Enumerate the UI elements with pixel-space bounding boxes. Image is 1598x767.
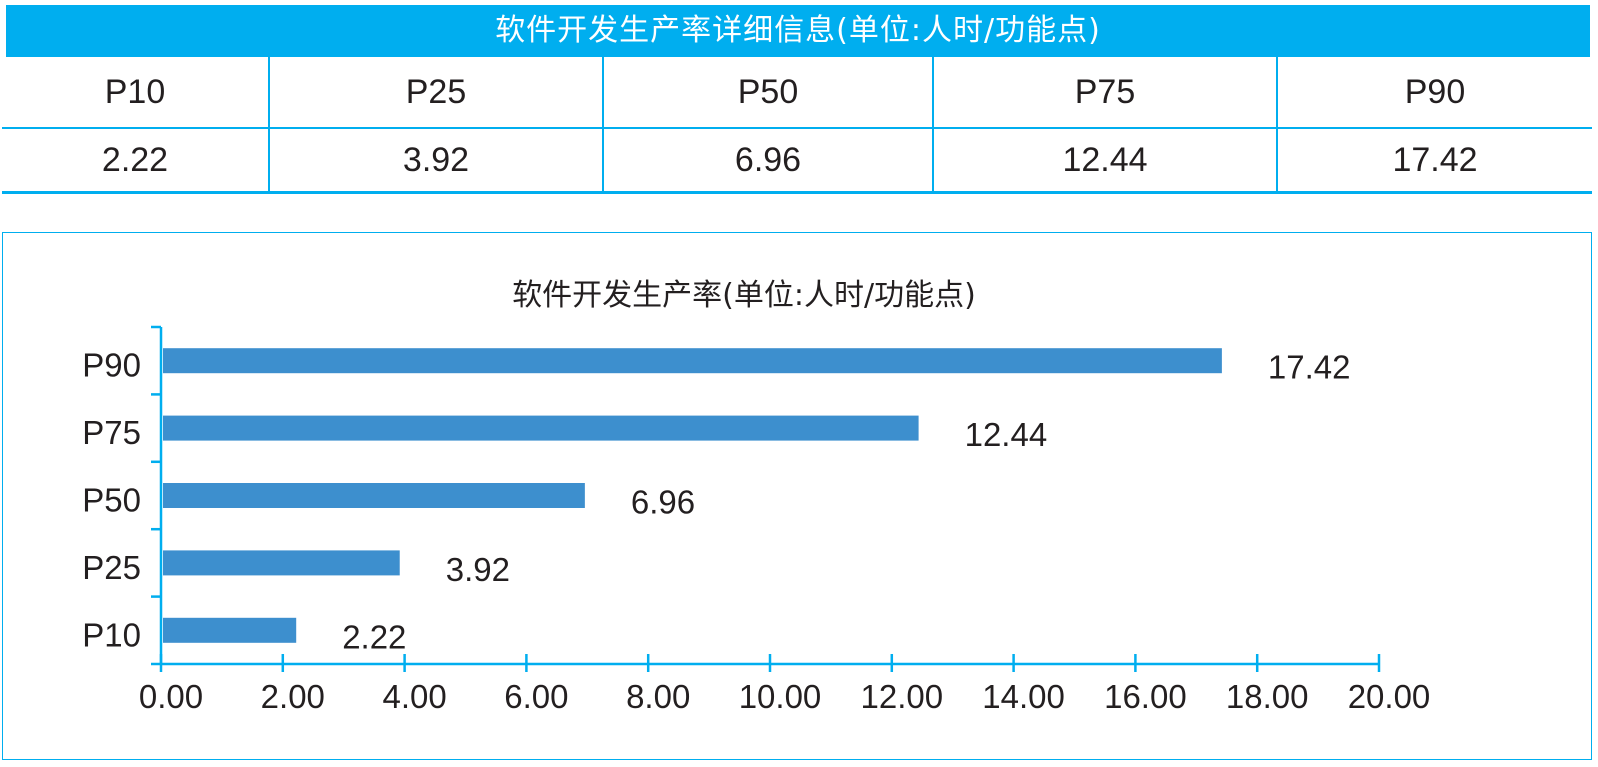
x-tick-label: 0.00 [139,678,203,715]
x-tick-label: 16.00 [1104,678,1187,715]
chart-panel: 软件开发生产率(单位:人时/功能点) 0.00 2.00 4.00 6.00 8.00 1… [2,232,1592,760]
table-value-cell: 17.42 [1278,129,1592,194]
y-tick-label: P10 [82,616,141,653]
table-header-cell: P10 [2,57,270,129]
data-label: 2.22 [342,618,406,655]
table-value-cell: 3.92 [270,129,604,194]
bar [163,415,919,441]
x-tick-label: 18.00 [1226,678,1309,715]
y-tick-label: P75 [82,414,141,451]
data-label: 6.96 [631,484,695,521]
table-header-cell: P90 [1278,57,1592,129]
data-label: 12.44 [965,416,1048,453]
table-value-cell: 2.22 [2,129,270,194]
y-tick-label: P25 [82,549,141,586]
chart-title: 软件开发生产率(单位:人时/功能点) [512,278,976,313]
data-label: 17.42 [1268,349,1351,386]
table-header-cell: P25 [270,57,604,129]
table-header-cell: P75 [934,57,1278,129]
x-tick-label: 6.00 [504,678,568,715]
x-tick-label: 20.00 [1348,678,1431,715]
table-value-cell: 12.44 [934,129,1278,194]
y-tick-label: P90 [82,347,141,384]
x-tick-label: 8.00 [626,678,690,715]
x-tick-label: 14.00 [982,678,1065,715]
x-tick-label: 2.00 [261,678,325,715]
table-header-cell: P50 [604,57,934,129]
bar [163,483,585,508]
x-tick-label: 12.00 [861,678,944,715]
productivity-table: P10 P25 P50 P75 P90 2.22 3.92 6.96 12.44… [2,57,1592,197]
table-title: 软件开发生产率详细信息(单位:人时/功能点) [6,5,1590,57]
bar [163,348,1222,374]
x-tick-label: 10.00 [739,678,822,715]
data-label: 3.92 [446,551,510,588]
bar [163,550,400,576]
y-tick-label: P50 [82,482,141,519]
bar-chart: 软件开发生产率(单位:人时/功能点) 0.00 2.00 4.00 6.00 8.00 1… [82,278,1431,715]
table-value-cell: 6.96 [604,129,934,194]
x-tick-label: 4.00 [382,678,446,715]
bar [163,617,297,643]
